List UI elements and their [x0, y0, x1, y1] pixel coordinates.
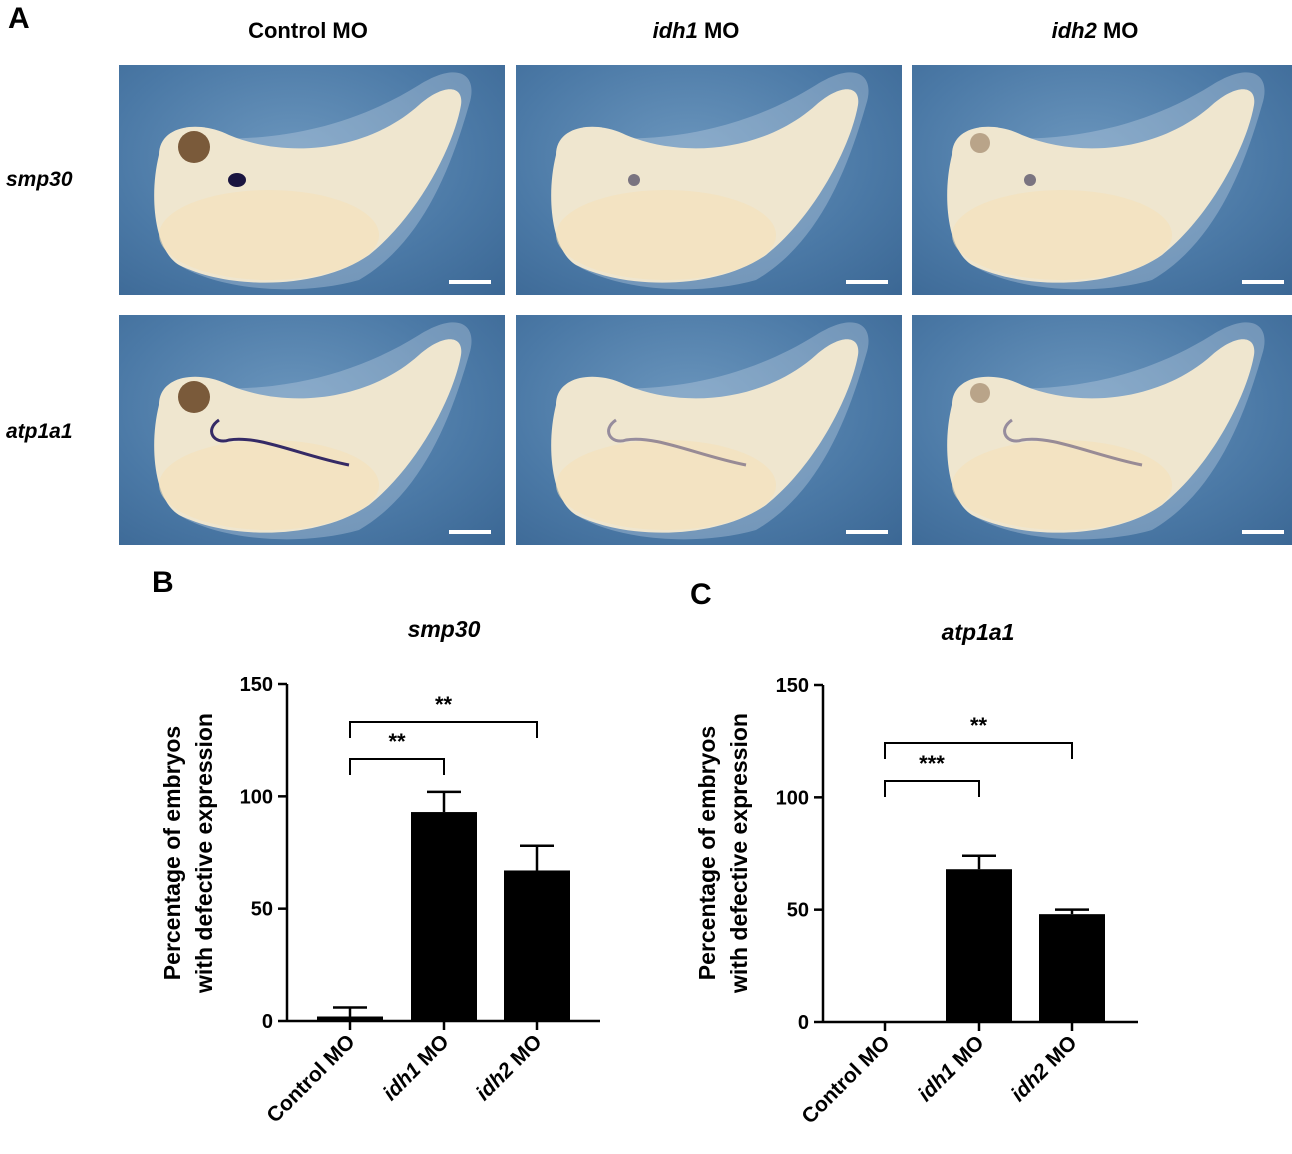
scale-bar: [1242, 280, 1284, 284]
y-tick-label: 150: [240, 674, 273, 696]
tadpole-embryo-image: [154, 72, 491, 290]
significance-bracket: [349, 721, 538, 738]
significance-bracket: [884, 742, 1073, 759]
bar: [946, 869, 1012, 1022]
column-label-idh2: idh2 MO: [1051, 18, 1139, 43]
embryo-image-atp1a1-col2: [516, 315, 902, 545]
embryo-image-smp30-col3: [912, 65, 1292, 295]
scale-bar: [846, 280, 888, 284]
x-tick-label: idh1 MO: [914, 1031, 989, 1106]
panel-c-label: C: [690, 578, 712, 611]
row-label-atp1a1: atp1a1: [6, 420, 73, 443]
column-label-control: Control MO: [248, 18, 368, 43]
y-tick-label: 150: [776, 675, 809, 697]
tadpole-embryo-image: [947, 322, 1284, 540]
y-tick-label: 100: [776, 787, 809, 809]
scale-bar: [846, 530, 888, 534]
significance-label: ***: [919, 751, 945, 776]
bar-chart-smp30: smp30 Percentage of embryos with defective…: [159, 616, 600, 1127]
embryo-image-smp30-col2: [516, 65, 902, 295]
embryo-image-atp1a1-col3: [912, 315, 1292, 545]
column-label-idh1: idh1 MO: [652, 18, 740, 43]
scale-bar: [449, 530, 491, 534]
tadpole-embryo-image: [551, 72, 888, 290]
panel-b-label: B: [152, 566, 174, 599]
significance-bracket: [884, 780, 980, 797]
significance-label: **: [388, 729, 406, 754]
significance-label: **: [435, 692, 453, 717]
significance-label: **: [970, 713, 988, 738]
chart-title: smp30: [408, 616, 481, 642]
y-tick-label: 0: [262, 1011, 273, 1033]
scale-bar: [1242, 530, 1284, 534]
bar: [1039, 914, 1105, 1022]
tadpole-embryo-image: [551, 322, 888, 540]
y-tick-label: 50: [251, 899, 273, 921]
embryo-image-atp1a1-col1: [119, 315, 505, 545]
y-axis-label: Percentage of embryos with defective expr…: [159, 713, 217, 994]
embryo-image-smp30-col1: [119, 65, 505, 295]
bar: [504, 870, 570, 1021]
bar: [411, 812, 477, 1021]
significance-bracket: [349, 758, 445, 775]
panel-a-label: A: [8, 2, 30, 35]
y-tick-label: 100: [240, 786, 273, 808]
x-tick-label: idh2 MO: [1007, 1031, 1082, 1106]
tadpole-embryo-image: [947, 72, 1284, 290]
y-tick-label: 50: [787, 900, 809, 922]
x-tick-label: Control MO: [797, 1031, 894, 1128]
y-tick-label: 0: [798, 1012, 809, 1034]
chart-title: atp1a1: [942, 619, 1015, 645]
bar: [317, 1016, 383, 1021]
row-label-smp30: smp30: [6, 168, 73, 191]
tadpole-embryo-image: [154, 322, 491, 540]
y-axis-label: Percentage of embryos with defective expr…: [694, 713, 752, 994]
scale-bar: [449, 280, 491, 284]
